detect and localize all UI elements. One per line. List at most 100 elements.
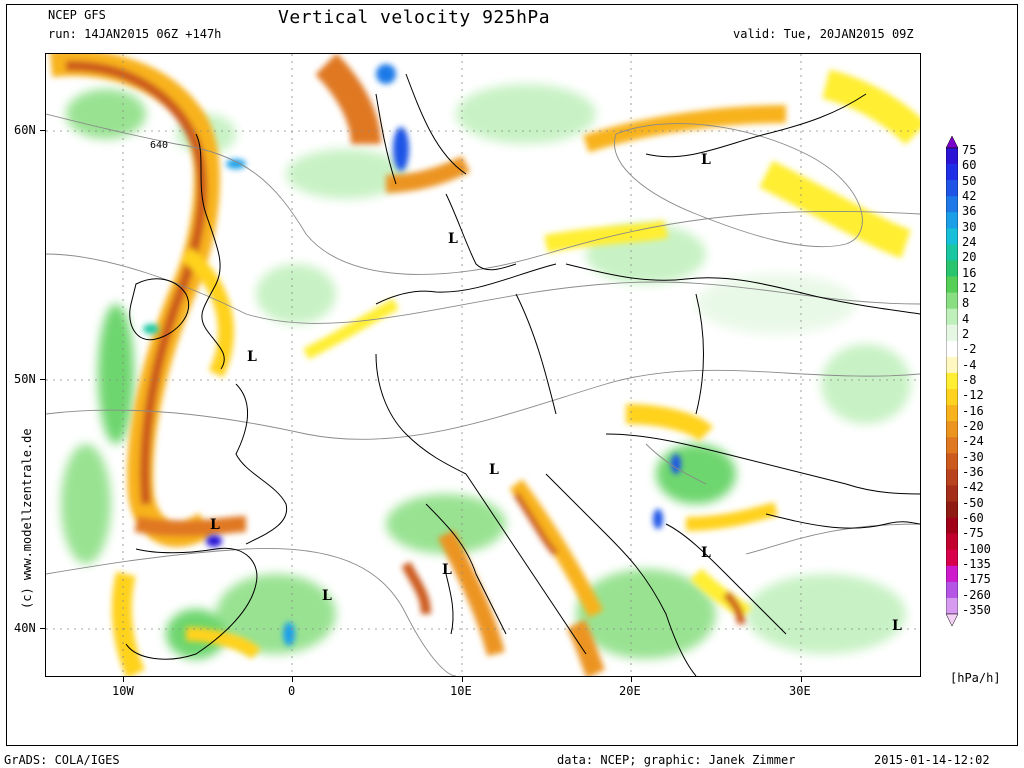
low-marker: L <box>489 462 499 478</box>
model-label: NCEP GFS <box>48 8 106 22</box>
colorbar-swatch <box>946 324 958 342</box>
lat-tick <box>40 130 45 131</box>
colorbar-swatch <box>946 453 958 470</box>
colorbar-level-label: 20 <box>962 250 977 265</box>
colorbar-level-label: 16 <box>962 265 977 280</box>
colorbar-swatch <box>946 292 958 309</box>
lat-label: 60N <box>14 123 36 137</box>
colorbar-level-label: -16 <box>962 403 984 418</box>
colorbar <box>946 136 958 626</box>
lat-label: 50N <box>14 372 36 386</box>
lon-label: 20E <box>619 684 641 698</box>
sinking-motion-field <box>50 54 920 676</box>
lon-tick <box>462 677 463 682</box>
colorbar-level-label: 75 <box>962 143 977 157</box>
colorbar-level-label: 42 <box>962 189 977 203</box>
lon-tick <box>292 677 293 682</box>
colorbar-swatch <box>946 405 958 422</box>
strong-rising-spots <box>143 64 681 646</box>
colorbar-swatch <box>946 180 958 197</box>
colorbar-swatch <box>946 565 958 583</box>
colorbar-level-label: 12 <box>962 281 977 295</box>
colorbar-level-label: 60 <box>962 158 977 173</box>
colorbar-level-label: 4 <box>962 311 970 326</box>
colorbar-level-label: -75 <box>962 526 984 541</box>
lon-label: 30E <box>789 684 811 698</box>
colorbar-level-label: 50 <box>962 173 977 188</box>
run-label: run: 14JAN2015 06Z +147h <box>48 27 222 41</box>
footer-timestamp: 2015-01-14-12:02 <box>874 753 990 767</box>
colorbar-unit: [hPa/h] <box>950 671 1001 685</box>
low-markers: L L L L L L L L L <box>210 152 902 634</box>
lon-tick <box>801 677 802 682</box>
low-marker: L <box>892 618 902 634</box>
colorbar-level-label: -12 <box>962 388 984 403</box>
colorbar-swatch <box>946 276 958 293</box>
colorbar-level-label: -8 <box>962 373 977 387</box>
colorbar-swatch <box>946 501 958 518</box>
colorbar-swatch <box>946 469 958 486</box>
colorbar-level-label: 2 <box>962 327 970 341</box>
lon-label: 10W <box>112 684 134 698</box>
colorbar-swatch <box>946 581 958 599</box>
valid-time-label: valid: Tue, 20JAN2015 09Z <box>733 27 914 41</box>
colorbar-swatch <box>946 228 958 245</box>
colorbar-swatch <box>946 148 958 165</box>
colorbar-level-label: 30 <box>962 219 977 234</box>
lat-tick <box>40 379 45 380</box>
colorbar-swatch <box>946 421 958 438</box>
colorbar-level-label: -42 <box>962 480 984 495</box>
low-marker: L <box>247 349 257 365</box>
colorbar-level-label: -4 <box>962 357 977 372</box>
colorbar-swatch <box>946 389 958 406</box>
colorbar-bottom-arrow <box>946 613 958 626</box>
colorbar-level-label: -260 <box>962 587 991 602</box>
colorbar-swatch <box>946 260 958 277</box>
figure-frame <box>6 4 1018 746</box>
colorbar-level-label: -30 <box>962 449 984 464</box>
colorbar-swatch <box>946 437 958 454</box>
low-marker: L <box>701 152 711 168</box>
lon-tick <box>123 677 124 682</box>
colorbar-swatch <box>946 533 958 551</box>
low-marker: L <box>210 517 220 533</box>
colorbar-swatch <box>946 372 958 390</box>
colorbar-level-label: 8 <box>962 296 970 311</box>
lon-label: 0 <box>288 684 296 698</box>
colorbar-swatch <box>946 597 958 615</box>
lon-tick <box>631 677 632 682</box>
map-panel: 640 L L L L L L L L L <box>45 53 921 677</box>
colorbar-swatch <box>946 549 958 567</box>
lat-label: 40N <box>14 621 36 635</box>
colorbar-swatch <box>946 308 958 326</box>
page-title: Vertical velocity 925hPa <box>278 7 551 28</box>
colorbar-top-arrow <box>946 136 958 149</box>
colorbar-level-label: -350 <box>962 603 991 617</box>
lon-label: 10E <box>450 684 472 698</box>
lat-tick <box>40 628 45 629</box>
colorbar-level-label: -100 <box>962 541 991 556</box>
low-marker: L <box>322 588 332 604</box>
colorbar-level-label: 24 <box>962 235 977 249</box>
low-marker: L <box>448 231 458 247</box>
low-marker: L <box>701 545 711 561</box>
colorbar-level-label: -135 <box>962 557 991 571</box>
colorbar-swatch <box>946 244 958 261</box>
side-credit: (c) www.modellzentrale.de <box>20 428 34 609</box>
map-canvas: 640 L L L L L L L L L <box>46 54 920 676</box>
coastlines-borders <box>125 73 920 676</box>
footer-software: GrADS: COLA/IGES <box>4 753 120 767</box>
colorbar-level-label: -60 <box>962 511 984 525</box>
low-marker: L <box>442 562 452 578</box>
colorbar-level-label: -20 <box>962 419 984 433</box>
contour-label: 640 <box>150 140 168 151</box>
colorbar-swatch <box>946 196 958 213</box>
colorbar-level-label: -2 <box>962 342 977 357</box>
colorbar-level-label: -50 <box>962 495 984 510</box>
height-contours <box>46 113 920 676</box>
colorbar-swatch <box>946 517 958 534</box>
colorbar-swatch <box>946 164 958 181</box>
colorbar-level-label: -24 <box>962 434 984 449</box>
colorbar-swatch <box>946 485 958 502</box>
colorbar-level-label: -36 <box>962 465 984 479</box>
